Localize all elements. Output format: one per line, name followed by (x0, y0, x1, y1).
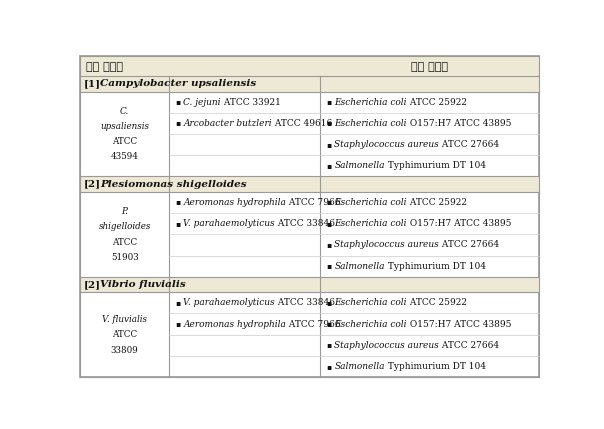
Text: ATCC: ATCC (112, 330, 137, 339)
Text: ATCC 7966: ATCC 7966 (286, 320, 341, 329)
Text: ATCC 25922: ATCC 25922 (407, 198, 467, 207)
Text: 51903: 51903 (111, 253, 138, 262)
Text: 43594: 43594 (111, 152, 139, 161)
Text: ▪: ▪ (327, 119, 332, 127)
Text: ATCC 27664: ATCC 27664 (439, 341, 500, 350)
Text: Staphylococcus aureus: Staphylococcus aureus (335, 140, 439, 149)
Text: ▪: ▪ (176, 98, 181, 106)
Text: ▪: ▪ (327, 320, 332, 328)
Text: ▪: ▪ (327, 199, 332, 206)
Text: Typhimurium DT 104: Typhimurium DT 104 (385, 161, 486, 170)
Text: ▪: ▪ (176, 320, 181, 328)
Text: Arcobacter butzleri: Arcobacter butzleri (183, 119, 272, 128)
Text: ▪: ▪ (327, 262, 332, 270)
Bar (80, 56, 539, 76)
Text: ATCC 33921: ATCC 33921 (220, 98, 281, 107)
Text: ▪: ▪ (327, 299, 332, 307)
Text: ATCC 7966: ATCC 7966 (286, 198, 341, 207)
Text: O157:H7 ATCC 43895: O157:H7 ATCC 43895 (407, 119, 512, 128)
Text: C. jejuni: C. jejuni (183, 98, 220, 107)
Text: ATCC: ATCC (112, 137, 137, 146)
Text: ▪: ▪ (327, 141, 332, 148)
Text: upsaliensis: upsaliensis (100, 122, 149, 131)
Text: Salmonella: Salmonella (335, 161, 385, 170)
Text: ▪: ▪ (176, 220, 181, 228)
Text: V. parahaemolyticus: V. parahaemolyticus (183, 298, 275, 307)
Text: ATCC 33846: ATCC 33846 (275, 219, 335, 228)
Text: Plesiomonas shigelloides: Plesiomonas shigelloides (100, 180, 247, 189)
Text: Campylobacter upsaliensis: Campylobacter upsaliensis (100, 79, 257, 88)
Text: ▪: ▪ (327, 98, 332, 106)
Text: 양성 대조군: 양성 대조군 (86, 60, 123, 72)
Text: ATCC 27664: ATCC 27664 (439, 241, 500, 250)
Text: V. fluvialis: V. fluvialis (102, 315, 147, 324)
Text: [1]: [1] (84, 79, 101, 88)
Text: ▪: ▪ (327, 341, 332, 349)
Text: Escherichia coli: Escherichia coli (335, 119, 407, 128)
Text: shigelloides: shigelloides (98, 222, 151, 231)
Text: C.: C. (120, 106, 129, 115)
Text: ATCC 27664: ATCC 27664 (439, 140, 500, 149)
Text: Escherichia coli: Escherichia coli (335, 298, 407, 307)
Text: P.: P. (121, 207, 128, 216)
Text: ▪: ▪ (176, 299, 181, 307)
Text: 음성 대조군: 음성 대조군 (411, 60, 448, 72)
Text: ▪: ▪ (176, 199, 181, 206)
Text: ▪: ▪ (327, 363, 332, 371)
Text: 33809: 33809 (111, 345, 138, 354)
Text: Typhimurium DT 104: Typhimurium DT 104 (385, 262, 486, 271)
Bar (80, 277, 539, 292)
Text: ATCC 33846: ATCC 33846 (275, 298, 335, 307)
Text: ATCC: ATCC (112, 238, 137, 247)
Text: Escherichia coli: Escherichia coli (335, 320, 407, 329)
Text: Salmonella: Salmonella (335, 362, 385, 371)
Text: ▪: ▪ (176, 119, 181, 127)
Text: ATCC 25922: ATCC 25922 (407, 98, 467, 107)
Text: Escherichia coli: Escherichia coli (335, 198, 407, 207)
Text: Typhimurium DT 104: Typhimurium DT 104 (385, 362, 486, 371)
Text: ▪: ▪ (327, 220, 332, 228)
Text: [2]: [2] (84, 280, 101, 289)
Text: [2]: [2] (84, 180, 101, 189)
Text: Staphylococcus aureus: Staphylococcus aureus (335, 241, 439, 250)
Text: Aeromonas hydrophila: Aeromonas hydrophila (183, 320, 286, 329)
Text: Salmonella: Salmonella (335, 262, 385, 271)
Text: ▪: ▪ (327, 241, 332, 249)
Text: ▪: ▪ (327, 162, 332, 170)
Text: O157:H7 ATCC 43895: O157:H7 ATCC 43895 (407, 320, 512, 329)
Text: O157:H7 ATCC 43895: O157:H7 ATCC 43895 (407, 219, 512, 228)
Text: ATCC 25922: ATCC 25922 (407, 298, 467, 307)
Text: Vibrio fluvialis: Vibrio fluvialis (100, 280, 186, 289)
Text: V. parahaemolyticus: V. parahaemolyticus (183, 219, 275, 228)
Text: Staphylococcus aureus: Staphylococcus aureus (335, 341, 439, 350)
Bar (80, 176, 539, 192)
Text: Escherichia coli: Escherichia coli (335, 98, 407, 107)
Text: ATCC 49616: ATCC 49616 (272, 119, 332, 128)
Text: Escherichia coli: Escherichia coli (335, 219, 407, 228)
Text: Aeromonas hydrophila: Aeromonas hydrophila (183, 198, 286, 207)
Bar (80, 76, 539, 91)
